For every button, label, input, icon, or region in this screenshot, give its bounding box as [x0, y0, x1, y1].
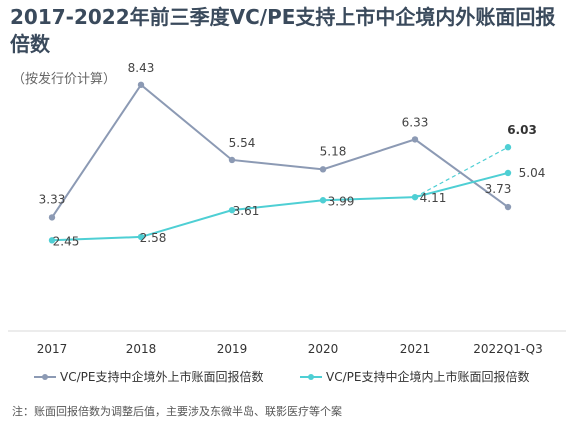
x-tick-label: 2022Q1-Q3	[473, 342, 542, 356]
projection-label: 6.03	[507, 123, 537, 137]
x-tick-label: 2018	[126, 342, 157, 356]
data-label: 3.99	[328, 194, 355, 208]
data-point	[504, 203, 512, 211]
series-line	[51, 171, 509, 242]
data-point	[411, 193, 419, 201]
x-tick-label: 2021	[400, 342, 431, 356]
footnote: 注：账面回报倍数为调整后值，主要涉及东微半岛、联影医疗等个案	[12, 405, 342, 418]
legend-marker-domestic	[300, 373, 322, 380]
legend-label-domestic: VC/PE支持中企境内上市账面回报倍数	[326, 370, 530, 384]
legend-item-overseas: VC/PE支持中企境外上市账面回报倍数	[34, 368, 263, 385]
data-point	[504, 169, 512, 177]
x-tick-label: 2019	[217, 342, 248, 356]
data-point	[228, 156, 236, 164]
series-line	[51, 83, 509, 218]
chart-subtitle: （按发行价计算）	[12, 72, 117, 87]
projection-point	[504, 144, 512, 151]
chart-title: 2017-2022年前三季度VC/PE支持上市中企境内外账面回报倍数	[10, 5, 556, 56]
data-label: 2.45	[53, 234, 80, 248]
x-tick-label: 2020	[308, 342, 339, 356]
data-point	[137, 233, 145, 241]
data-label: 2.58	[140, 231, 167, 245]
data-point	[48, 214, 56, 221]
legend-label-overseas: VC/PE支持中企境外上市账面回报倍数	[60, 370, 264, 384]
data-label: 5.04	[519, 166, 546, 180]
legend-marker-overseas	[34, 373, 56, 380]
x-tick-label: 2017	[37, 342, 68, 356]
data-label: 3.73	[485, 182, 512, 196]
data-point	[137, 81, 145, 89]
data-label: 3.33	[39, 192, 66, 206]
data-label: 5.18	[320, 144, 347, 158]
data-point	[228, 206, 236, 214]
data-label: 6.33	[402, 115, 429, 129]
data-label: 5.54	[229, 136, 256, 150]
data-label: 3.61	[233, 204, 260, 218]
data-point	[319, 166, 327, 173]
data-label: 8.43	[128, 61, 155, 75]
legend-item-domestic: VC/PE支持中企境内上市账面回报倍数	[300, 368, 529, 385]
data-point	[319, 197, 327, 204]
data-point	[48, 237, 56, 244]
data-point	[411, 136, 419, 143]
data-label: 4.11	[420, 191, 447, 205]
